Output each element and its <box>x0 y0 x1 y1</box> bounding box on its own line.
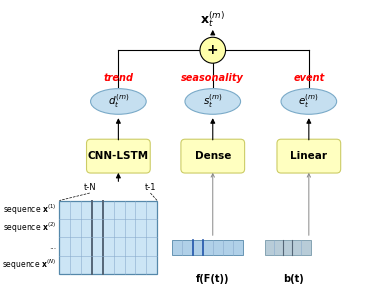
Text: Linear: Linear <box>290 151 327 161</box>
FancyBboxPatch shape <box>87 139 150 173</box>
Circle shape <box>200 37 226 63</box>
Text: +: + <box>207 43 219 57</box>
Text: $e^{(m)}_t$: $e^{(m)}_t$ <box>298 92 319 111</box>
Text: trend: trend <box>104 72 133 82</box>
Text: b(t): b(t) <box>283 274 304 284</box>
FancyBboxPatch shape <box>59 201 157 274</box>
Ellipse shape <box>185 89 241 114</box>
Text: sequence $\mathbf{x}^{(2)}$: sequence $\mathbf{x}^{(2)}$ <box>3 221 56 235</box>
Ellipse shape <box>281 89 337 114</box>
Text: f(F(t)): f(F(t)) <box>196 274 230 284</box>
Text: Dense: Dense <box>194 151 231 161</box>
Text: t-N: t-N <box>83 183 96 192</box>
Text: $d^{(m)}_t$: $d^{(m)}_t$ <box>108 92 129 111</box>
Text: $\mathbf{x}^{(m)}_t$: $\mathbf{x}^{(m)}_t$ <box>200 10 225 29</box>
Text: ...: ... <box>49 242 56 251</box>
Text: sequence $\mathbf{x}^{(N)}$: sequence $\mathbf{x}^{(N)}$ <box>2 258 56 272</box>
FancyBboxPatch shape <box>265 240 311 255</box>
FancyBboxPatch shape <box>181 139 244 173</box>
FancyBboxPatch shape <box>172 240 243 255</box>
Ellipse shape <box>91 89 146 114</box>
Text: seasonality: seasonality <box>181 72 244 82</box>
Text: t-1: t-1 <box>145 183 156 192</box>
Text: $s^{(m)}_t$: $s^{(m)}_t$ <box>203 92 223 111</box>
Text: CNN-LSTM: CNN-LSTM <box>88 151 149 161</box>
FancyBboxPatch shape <box>277 139 341 173</box>
Text: event: event <box>293 72 324 82</box>
Text: sequence $\mathbf{x}^{(1)}$: sequence $\mathbf{x}^{(1)}$ <box>3 203 56 217</box>
